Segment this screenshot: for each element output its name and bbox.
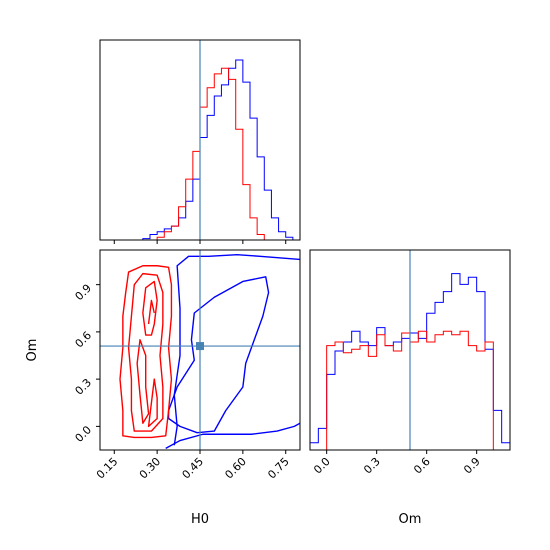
blue-contour-line [165,422,300,450]
om-y-tick-label: 0.9 [73,282,95,304]
h0-om-contour-panel: 0.15 0.30 0.45 0.60 0.75 0.0 0.3 0.6 0.9 [73,249,301,482]
om-x-tick-label: 0.3 [361,455,383,477]
truth-marker [196,342,204,351]
om-x-tick-label: 0.6 [411,455,433,477]
om-y-axis-label: Om [25,339,40,362]
om-x-tick-label: 0.9 [461,455,483,477]
h0-x-tick-label: 0.60 [222,455,249,482]
axes-frame [309,249,511,451]
red-contour-line [147,299,155,325]
h0-x-tick-label: 0.75 [265,455,292,482]
red-contour-line [127,272,164,432]
om-axis-label: Om [399,512,422,527]
blue-contour-line [173,254,300,446]
h0-histogram-panel [99,39,301,244]
om-y-tick-label: 0.3 [73,376,95,398]
h0-x-tick-label: 0.30 [137,455,164,482]
om-x-tick-label: 0.0 [311,455,333,477]
om-y-tick-label: 0.6 [73,329,95,351]
h0-x-tick-label: 0.15 [94,455,121,482]
h0-axis-label: H0 [191,512,209,527]
om-histogram-panel: 0.0 0.3 0.6 0.9 [309,249,511,477]
om-y-tick-label: 0.0 [73,423,95,445]
contour-lines [119,254,300,450]
blue-contour-line [167,276,270,434]
red-contour-line [136,339,150,424]
blue-h0-histogram-line [100,59,300,241]
h0-x-tick-label: 0.45 [180,455,207,482]
red-contour-line [119,265,173,439]
axes-frame [99,39,301,241]
red-contour-line [147,378,158,428]
axes-frame [99,249,301,451]
red-contour-line [142,280,158,336]
